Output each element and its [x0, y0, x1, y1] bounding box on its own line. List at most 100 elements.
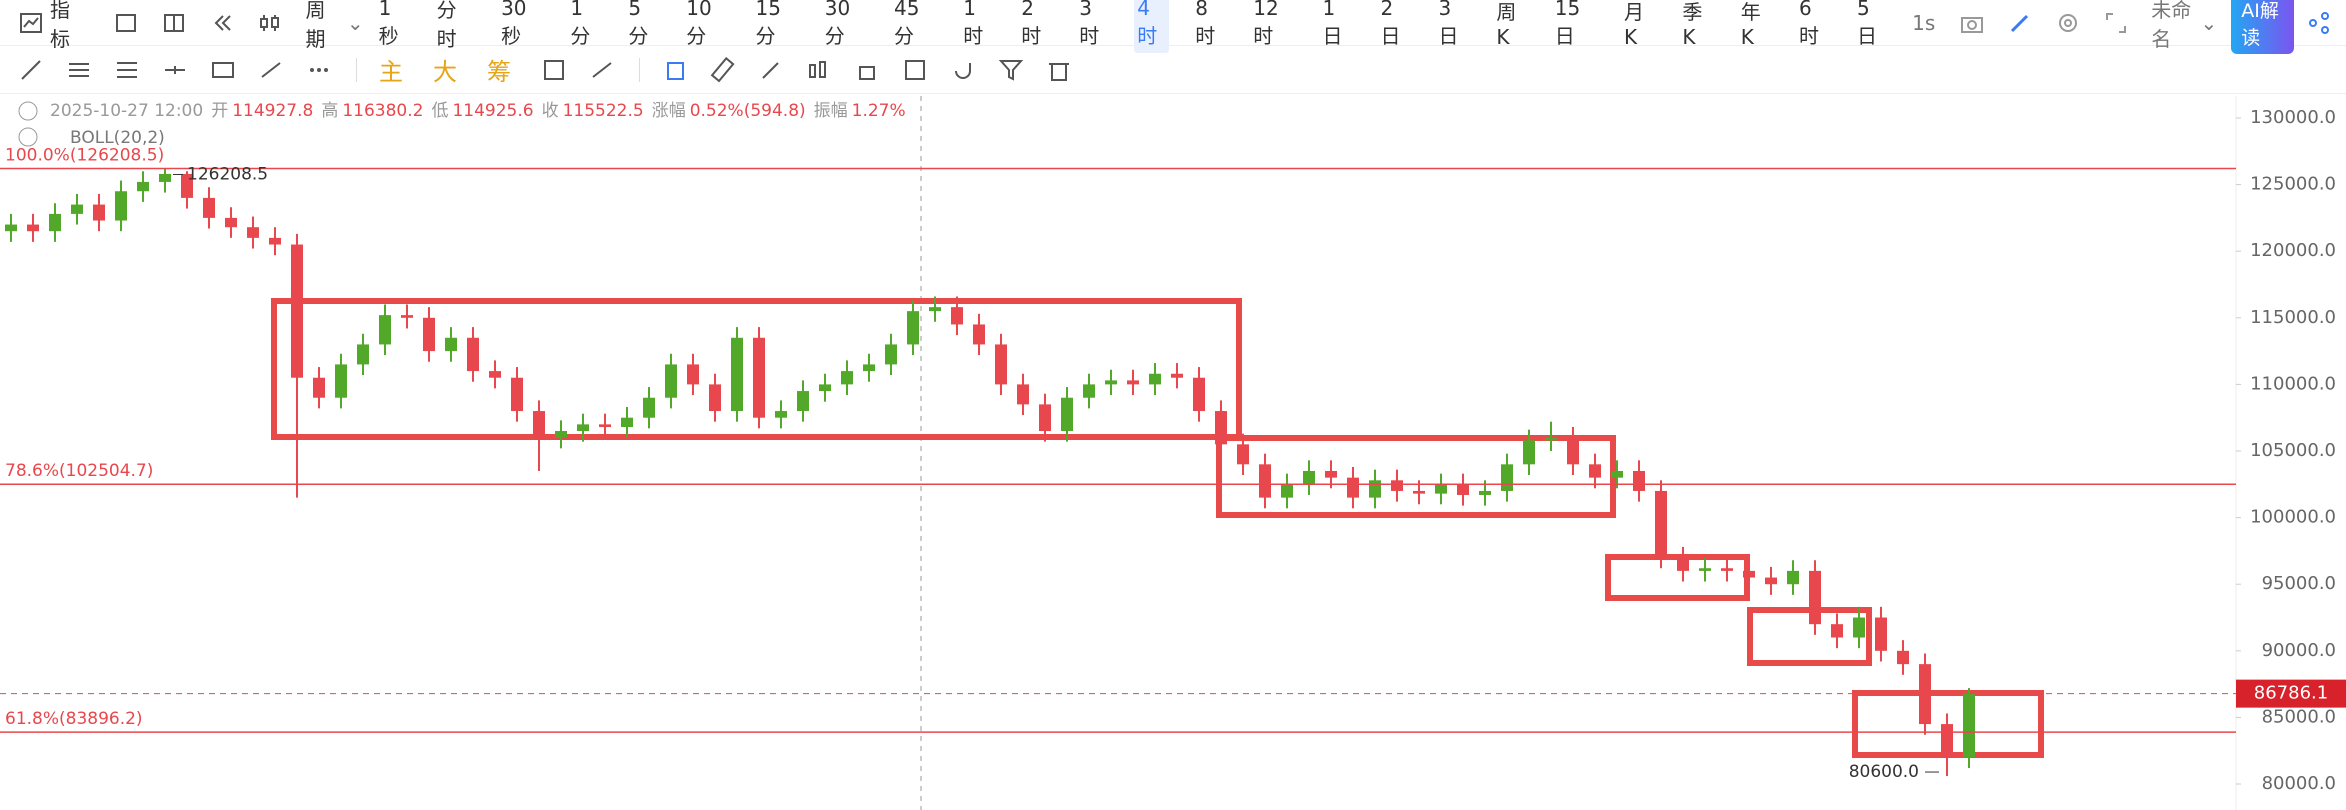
period-option[interactable]: 周K: [1496, 0, 1517, 49]
candle-body: [1545, 437, 1557, 441]
indicator-icon: [20, 12, 42, 33]
lock-tool[interactable]: [854, 57, 880, 83]
filter-tool[interactable]: [998, 57, 1024, 83]
workspace[interactable]: 未命名: [2151, 0, 2192, 51]
period-option[interactable]: 15日: [1554, 0, 1581, 48]
period-option[interactable]: 月K: [1624, 0, 1645, 49]
period-list: 1秒 分时 30秒 1分 5分 10分 15分 30分 45分 1时 2时 3时 4时 8时 12时 1日 2日…: [376, 0, 1912, 56]
period-button[interactable]: 周期: [305, 0, 326, 51]
candle-body: [1127, 380, 1139, 385]
delete-tool[interactable]: [1046, 57, 1072, 83]
period-option[interactable]: 6时: [1799, 0, 1820, 48]
datetime: 2025-10-27 12:00: [50, 101, 203, 121]
period-option[interactable]: 10分: [686, 0, 712, 48]
candle-body: [555, 431, 567, 438]
measure-tool-2[interactable]: [589, 57, 615, 83]
candle-body: [1589, 464, 1601, 478]
period-option[interactable]: 1分: [570, 0, 591, 48]
period-option[interactable]: 5日: [1857, 0, 1878, 48]
period-option[interactable]: 15分: [755, 0, 781, 48]
toolbar-right: 1s 未命名 ⌄ AI解读: [1912, 0, 2346, 54]
copy-tool[interactable]: [662, 57, 688, 83]
more-tools[interactable]: [306, 57, 332, 83]
candle-body: [247, 227, 259, 238]
channel-tool[interactable]: [66, 57, 92, 83]
candle-body: [1677, 557, 1689, 571]
y-tick-label: 120000.0: [2250, 240, 2336, 261]
fib-tool[interactable]: [114, 57, 140, 83]
period-option[interactable]: 分时: [436, 0, 457, 51]
hline-tool[interactable]: [162, 57, 188, 83]
candle-body: [951, 307, 963, 325]
pen-icon[interactable]: [2007, 10, 2033, 36]
candle-body: [1017, 384, 1029, 405]
layout-icon[interactable]: [113, 10, 139, 36]
ai-button[interactable]: AI解读: [2231, 0, 2294, 54]
period-option[interactable]: 3日: [1438, 0, 1459, 48]
candle-body: [709, 384, 721, 412]
replay-icon[interactable]: [209, 10, 235, 36]
y-tick-label: 110000.0: [2250, 373, 2336, 394]
settings-icon[interactable]: [2055, 10, 2081, 36]
period-option[interactable]: 季K: [1682, 0, 1703, 49]
indicator-button[interactable]: 指标: [50, 0, 70, 51]
period-option[interactable]: 45分: [894, 0, 920, 48]
collapse-icon: [18, 101, 38, 121]
magnet-tool[interactable]: [950, 57, 976, 83]
candle-body: [907, 311, 919, 345]
period-option[interactable]: 年K: [1740, 0, 1761, 49]
period-option[interactable]: 30分: [824, 0, 851, 48]
candle-body: [1941, 724, 1953, 758]
candle-body: [335, 364, 347, 398]
period-option[interactable]: 1秒: [378, 0, 399, 48]
line-tool[interactable]: [18, 57, 44, 83]
candle-body: [1193, 377, 1205, 412]
period-option[interactable]: 30秒: [501, 0, 527, 48]
camera-icon[interactable]: [1959, 10, 1985, 36]
brush-tool[interactable]: [758, 57, 784, 83]
candle-body: [599, 424, 611, 428]
ruler-tool[interactable]: [710, 56, 736, 83]
fullscreen-icon[interactable]: [2103, 10, 2129, 36]
candle-body: [775, 411, 787, 418]
candle-body: [1369, 480, 1381, 498]
period-option[interactable]: 1时: [963, 0, 984, 48]
period-option[interactable]: 3时: [1079, 0, 1100, 48]
candle-body: [181, 173, 193, 198]
note-tool[interactable]: [902, 57, 928, 83]
candle-body: [665, 364, 677, 398]
period-option[interactable]: 12时: [1253, 0, 1279, 48]
period-option[interactable]: 1日: [1322, 0, 1343, 48]
period-option[interactable]: 2时: [1021, 0, 1042, 48]
candle-body: [1215, 411, 1227, 445]
candle-body: [467, 337, 479, 372]
chart-type-icon[interactable]: [257, 10, 283, 36]
period-option[interactable]: 5分: [628, 0, 649, 48]
period-option[interactable]: 8时: [1195, 0, 1216, 48]
candle-body: [621, 417, 633, 428]
period-option[interactable]: 2日: [1380, 0, 1401, 48]
period-option[interactable]: 4时: [1134, 0, 1170, 53]
rect-tool[interactable]: [210, 57, 236, 83]
mode-button[interactable]: 主: [379, 58, 403, 86]
compare-tool[interactable]: [806, 57, 832, 83]
sync-tool[interactable]: [541, 57, 567, 83]
candle-body: [269, 237, 281, 245]
fib-label: 78.6%(102504.7): [5, 461, 153, 481]
candle-body: [819, 384, 831, 392]
mode-button[interactable]: 大: [433, 58, 457, 86]
measure-tool[interactable]: [258, 57, 284, 83]
speed[interactable]: 1s: [1912, 10, 1936, 35]
candle-body: [1347, 477, 1359, 498]
y-tick-label: 125000.0: [2250, 174, 2336, 195]
candle-body: [687, 364, 699, 385]
high-marker: 126208.5: [187, 164, 268, 184]
candle-body: [1765, 577, 1777, 585]
share-icon[interactable]: [2306, 10, 2332, 36]
candle-body: [533, 411, 545, 438]
candle-body: [1061, 397, 1073, 432]
field-label: 高: [321, 101, 338, 121]
split-icon[interactable]: [161, 10, 187, 36]
y-tick-label: 80000.0: [2262, 773, 2336, 794]
mode-button[interactable]: 筹: [487, 58, 511, 86]
